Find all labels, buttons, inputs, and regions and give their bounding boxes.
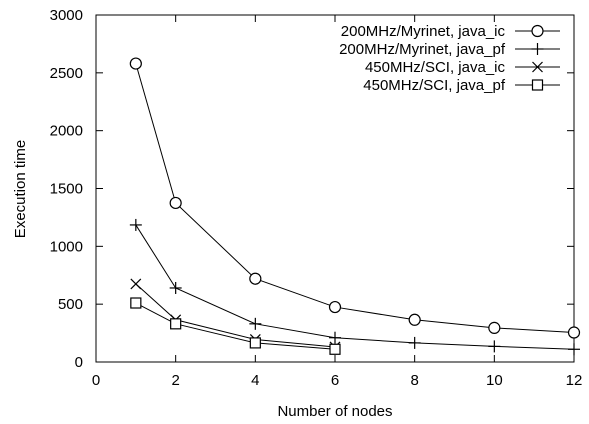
data-point bbox=[129, 218, 142, 231]
data-point bbox=[329, 343, 341, 355]
series-line bbox=[135, 63, 575, 334]
legend-label: 200MHz/Myrinet, java_ic bbox=[341, 23, 506, 40]
legend-marker bbox=[531, 24, 544, 38]
data-point bbox=[249, 317, 262, 330]
data-point bbox=[408, 313, 421, 326]
series-4 bbox=[130, 297, 341, 355]
series-line bbox=[135, 224, 575, 350]
data-point bbox=[408, 336, 421, 349]
y-tick-label: 1500 bbox=[50, 181, 83, 198]
series-line bbox=[135, 283, 336, 348]
y-tick-label: 1000 bbox=[50, 238, 83, 255]
x-tick-label: 6 bbox=[331, 372, 339, 389]
data-point bbox=[488, 321, 501, 334]
data-point bbox=[169, 281, 182, 294]
data-point bbox=[169, 196, 182, 210]
legend-entry: 450MHz/SCI, java_ic bbox=[365, 59, 560, 76]
series-3 bbox=[130, 278, 341, 353]
data-point bbox=[568, 343, 580, 356]
data-point bbox=[249, 272, 262, 285]
x-tick-label: 2 bbox=[171, 372, 179, 389]
x-tick-label: 12 bbox=[566, 372, 583, 389]
x-tick-label: 0 bbox=[92, 372, 100, 389]
legend-label: 450MHz/SCI, java_pf bbox=[363, 77, 506, 94]
y-tick-label: 0 bbox=[75, 354, 83, 371]
data-point bbox=[130, 297, 142, 309]
data-point bbox=[567, 326, 581, 339]
legend-marker bbox=[531, 43, 544, 55]
data-point bbox=[328, 300, 342, 314]
x-tick-label: 4 bbox=[251, 372, 259, 389]
series-group bbox=[129, 57, 581, 356]
data-point bbox=[129, 57, 142, 70]
y-axis-title: Execution time bbox=[12, 140, 29, 238]
data-point bbox=[329, 331, 341, 344]
x-tick-label: 10 bbox=[486, 372, 503, 389]
y-tick-label: 2000 bbox=[50, 123, 83, 140]
legend-entry: 450MHz/SCI, java_pf bbox=[363, 77, 560, 94]
data-point bbox=[249, 337, 261, 349]
legend-marker bbox=[532, 61, 543, 73]
data-point bbox=[130, 278, 142, 290]
legend-entry: 200MHz/Myrinet, java_pf bbox=[339, 41, 560, 58]
series-1 bbox=[129, 57, 581, 339]
y-tick-label: 500 bbox=[58, 296, 83, 313]
y-tick-label: 3000 bbox=[50, 7, 83, 24]
data-point bbox=[488, 340, 501, 353]
legend-label: 200MHz/Myrinet, java_pf bbox=[339, 41, 506, 58]
data-point bbox=[170, 318, 182, 330]
x-axis-title: Number of nodes bbox=[277, 403, 392, 420]
series-2 bbox=[129, 218, 580, 356]
y-tick-label: 2500 bbox=[50, 65, 83, 82]
series-line bbox=[135, 302, 336, 350]
legend-label: 450MHz/SCI, java_ic bbox=[365, 59, 506, 76]
x-tick-label: 8 bbox=[410, 372, 418, 389]
legend-marker bbox=[531, 79, 544, 91]
axes: 0 2 4 6 8 10 12 0 500 1000 1500 2000 2500 3000 bbox=[50, 7, 583, 389]
legend-entry: 200MHz/Myrinet, java_ic bbox=[341, 23, 560, 40]
